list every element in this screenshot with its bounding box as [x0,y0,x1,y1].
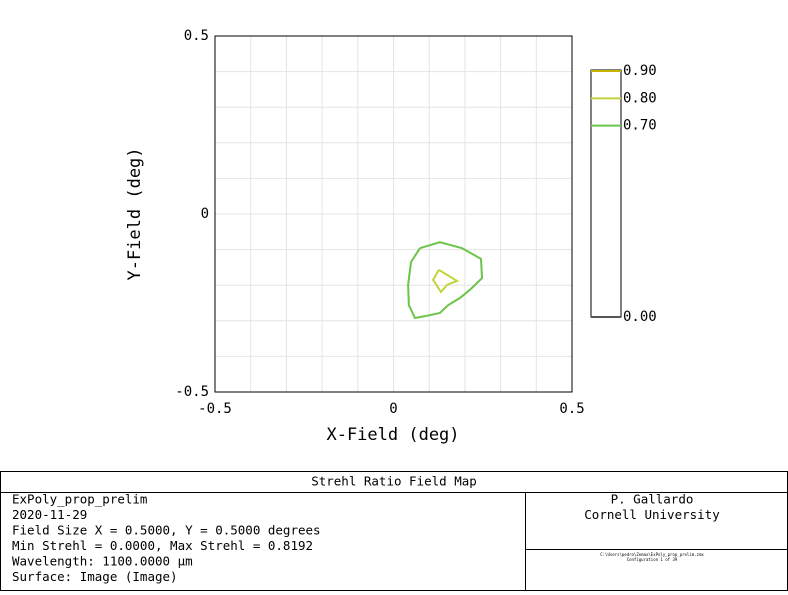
x-tick-label: -0.5 [198,401,232,417]
footer-text: Wavelength: 1100.0000 µm [12,554,193,569]
x-tick-label: 0 [389,401,397,417]
footer-text: 2020-11-29 [12,507,87,522]
footer-text: ExPoly_prop_prelim [12,492,147,507]
y-tick-label: 0.5 [184,28,209,44]
y-tick-label: 0 [201,206,209,222]
y-tick-label: -0.5 [175,384,209,400]
footer-note: C:\Users\pedro\Zemax\ExPoly_prop_prelim.… [600,552,704,557]
contour-line [407,241,484,320]
footer-author: P. Gallardo [611,492,694,507]
footer-text: Surface: Image (Image) [12,569,178,584]
x-axis-label: X-Field (deg) [326,425,459,445]
contour-line [431,269,460,294]
legend-label: 0.70 [623,118,657,134]
legend-label: 0.00 [623,309,657,325]
legend-box [590,69,622,318]
footer-title: Strehl Ratio Field Map [311,474,477,489]
y-axis-label: Y-Field (deg) [125,147,145,280]
legend-label: 0.90 [623,63,657,79]
plot-frame [214,35,573,393]
footer-text: Field Size X = 0.5000, Y = 0.5000 degree… [12,523,321,538]
x-tick-label: 0.5 [559,401,584,417]
footer-note: Configuration 1 of 39 [627,557,678,562]
footer-text: Min Strehl = 0.0000, Max Strehl = 0.8192 [12,538,313,553]
footer-author: Cornell University [584,507,720,522]
legend-label: 0.80 [623,90,657,106]
